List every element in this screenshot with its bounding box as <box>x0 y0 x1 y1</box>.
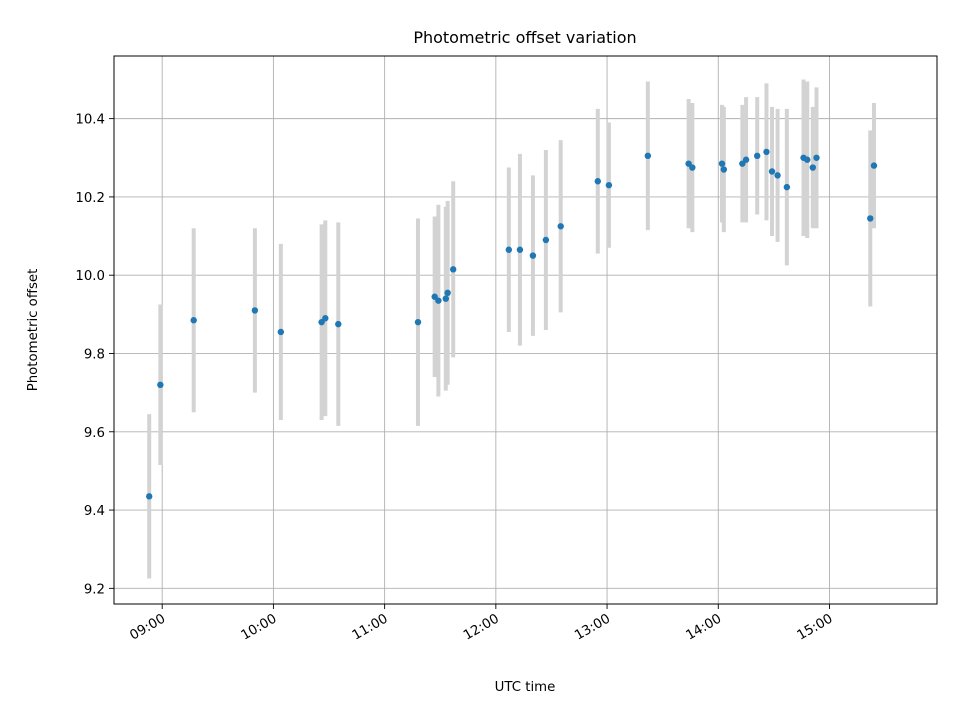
data-point <box>754 152 761 160</box>
data-point <box>335 320 342 328</box>
x-tick-label: 14:00 <box>684 611 725 643</box>
data-points <box>146 148 878 500</box>
data-point <box>322 315 329 322</box>
data-point <box>720 166 728 173</box>
plot-frame <box>113 55 938 605</box>
x-axis-ticks: 09:00 10:00 11:00 12:00 13:00 14:00 15:00 <box>128 604 836 644</box>
x-axis-label: UTC time <box>495 680 556 695</box>
data-point <box>763 148 770 156</box>
data-point <box>689 164 696 171</box>
data-point <box>768 168 776 175</box>
data-point <box>442 295 449 302</box>
y-tick-label: 10.4 <box>75 113 105 128</box>
data-point <box>516 246 524 253</box>
data-point <box>813 154 820 161</box>
data-point <box>505 246 513 253</box>
data-point <box>594 178 601 185</box>
data-point <box>557 223 564 230</box>
data-point <box>809 164 817 171</box>
data-point <box>718 160 726 167</box>
data-point <box>251 307 259 314</box>
y-tick-label: 10.0 <box>75 269 105 284</box>
data-point <box>542 236 550 244</box>
data-point <box>450 266 457 273</box>
x-tick-label: 13:00 <box>572 611 613 643</box>
data-point <box>277 328 285 336</box>
x-tick-label: 10:00 <box>239 611 280 643</box>
data-point <box>774 172 781 179</box>
data-point <box>867 215 874 222</box>
x-tick-label: 11:00 <box>350 611 391 643</box>
y-tick-label: 9.4 <box>84 504 105 519</box>
data-point <box>157 381 164 388</box>
x-tick-label: 12:00 <box>461 611 502 643</box>
grid-lines <box>114 56 937 604</box>
data-point <box>742 156 750 163</box>
data-point <box>644 152 652 160</box>
data-point <box>783 183 791 191</box>
y-tick-label: 10.2 <box>75 191 105 206</box>
y-axis-ticks: 9.2 9.4 9.6 9.8 10.0 10.2 10.4 <box>75 113 114 597</box>
data-point <box>435 297 442 304</box>
data-point <box>870 162 878 169</box>
data-point <box>414 318 422 326</box>
y-tick-label: 9.2 <box>84 582 105 597</box>
data-point <box>804 156 811 163</box>
chart-title: Photometric offset variation <box>413 28 636 47</box>
y-tick-label: 9.8 <box>84 347 105 362</box>
x-tick-label: 09:00 <box>128 611 169 643</box>
data-point <box>190 317 197 324</box>
data-point <box>529 252 537 259</box>
y-tick-label: 9.6 <box>84 426 105 441</box>
y-axis-label: Photometric offset <box>26 269 41 392</box>
data-point <box>605 181 613 189</box>
data-point <box>146 493 153 500</box>
data-point <box>444 289 451 297</box>
x-tick-label: 15:00 <box>795 611 836 643</box>
